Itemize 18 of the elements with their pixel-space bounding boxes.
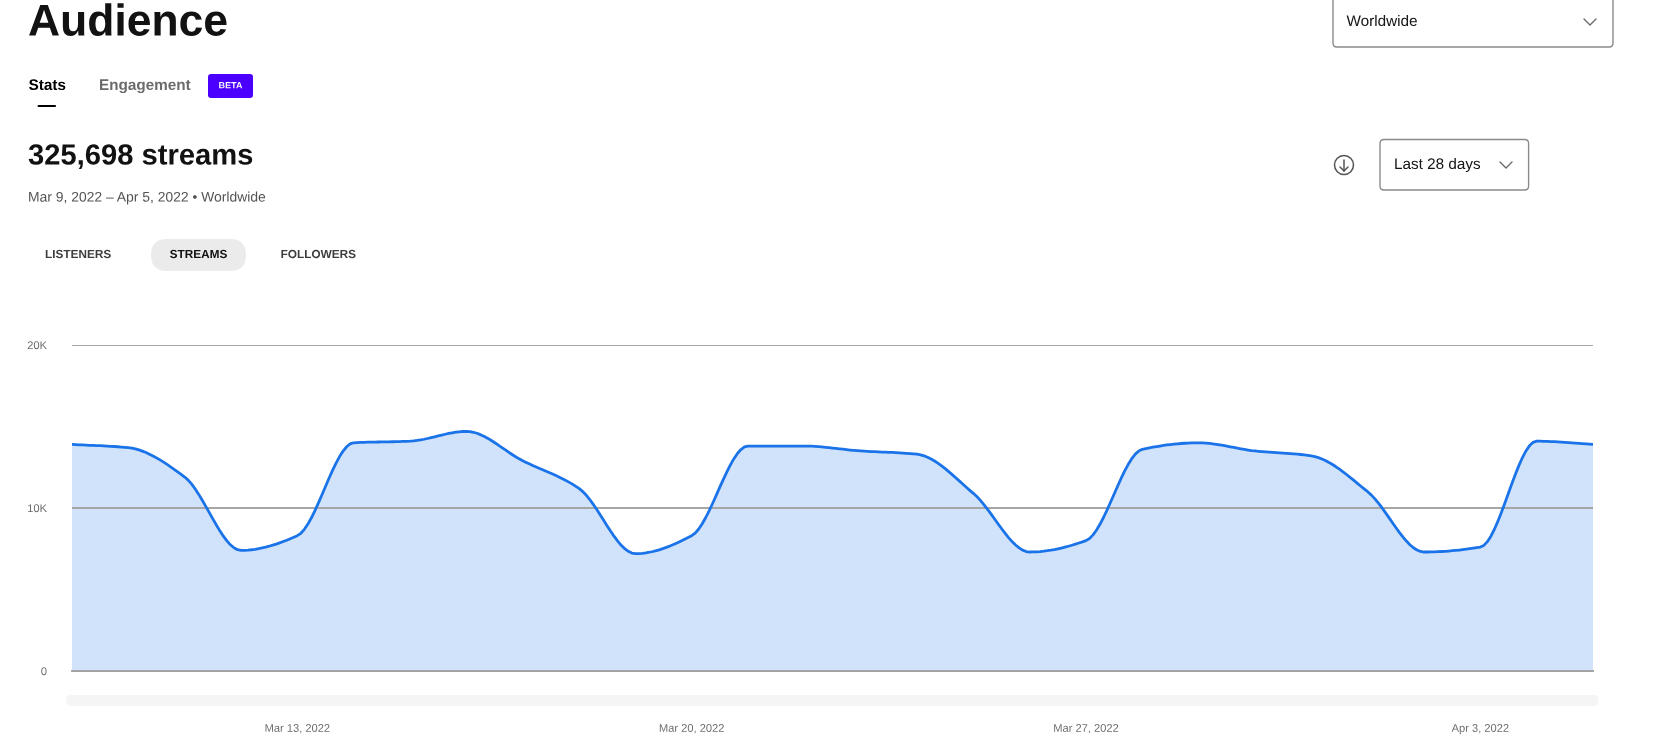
- text: Mar 9, 2022 – Apr 5, 2022 • Worldwide: [29, 191, 266, 205]
- text: LISTENERS: [45, 249, 111, 259]
- text: BETA: [219, 82, 243, 89]
- x-tick-label: Mar 13, 2022: [265, 724, 330, 734]
- y-tick-label: 0: [41, 667, 47, 676]
- x-tick-label: Apr 3, 2022: [1451, 724, 1509, 735]
- text: Stats: [29, 79, 66, 91]
- chart-title: Audience: [29, 3, 227, 36]
- y-tick-label: 20K: [27, 341, 47, 350]
- text: Last 28 days: [1395, 157, 1481, 173]
- text: Engagement: [100, 79, 191, 94]
- x-tick-label: Mar 27, 2022: [1054, 724, 1119, 734]
- text: Worldwide: [1346, 14, 1417, 27]
- y-tick-label: 10K: [28, 504, 47, 513]
- text: STREAMS: [169, 249, 227, 259]
- text: FOLLOWERS: [281, 249, 356, 259]
- x-tick-label: Mar 20, 2022: [659, 724, 724, 734]
- chart-subtitle: 325,698 streams: [28, 144, 253, 170]
